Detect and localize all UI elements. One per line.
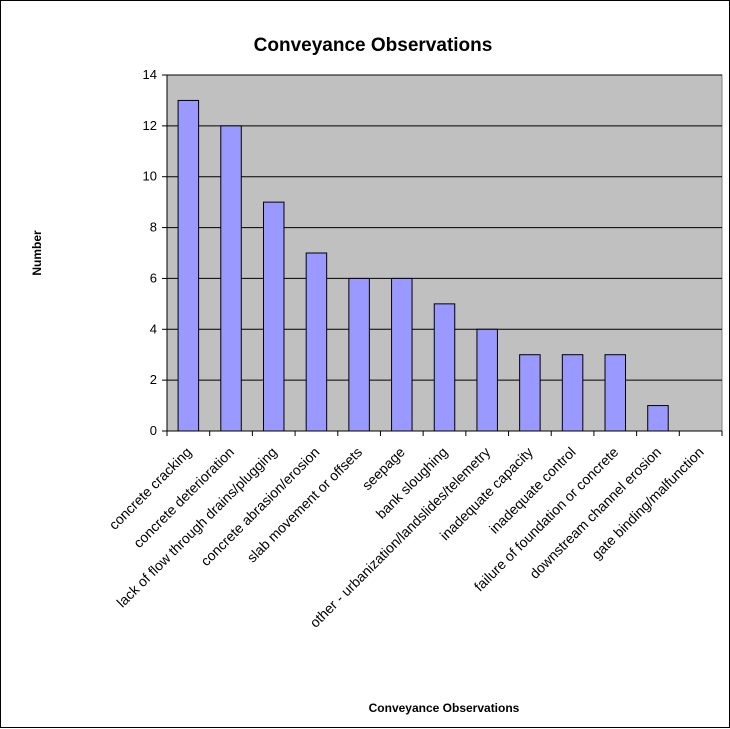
y-tick-label: 2 bbox=[150, 372, 157, 387]
bar bbox=[604, 354, 627, 432]
x-axis-title: Conveyance Observations bbox=[369, 701, 520, 715]
bar bbox=[433, 303, 456, 432]
y-tick-label: 8 bbox=[150, 220, 157, 235]
y-tick-label: 0 bbox=[150, 423, 157, 438]
y-axis-title: Number bbox=[30, 230, 44, 276]
y-tick-labels: 0 2 4 6 8 10 12 14 bbox=[143, 67, 157, 438]
bar bbox=[561, 354, 584, 432]
bar bbox=[305, 252, 328, 432]
gridlines bbox=[167, 74, 722, 381]
y-tick-label: 4 bbox=[150, 321, 157, 336]
bar bbox=[348, 277, 370, 432]
bar bbox=[391, 277, 413, 432]
chart-title: Conveyance Observations bbox=[254, 35, 493, 56]
axes bbox=[162, 74, 723, 436]
bar bbox=[220, 125, 242, 432]
bar bbox=[262, 201, 285, 432]
x-tick-label: lack of flow through drains/plugging bbox=[113, 444, 280, 611]
y-tick-label: 6 bbox=[150, 270, 157, 285]
bars bbox=[177, 99, 669, 432]
bar bbox=[647, 405, 669, 432]
bar bbox=[177, 99, 200, 432]
y-tick-label: 14 bbox=[143, 67, 157, 82]
bar bbox=[519, 354, 541, 432]
y-tick-label: 12 bbox=[143, 118, 157, 133]
bar bbox=[476, 328, 498, 432]
y-tick-label: 10 bbox=[143, 169, 157, 184]
